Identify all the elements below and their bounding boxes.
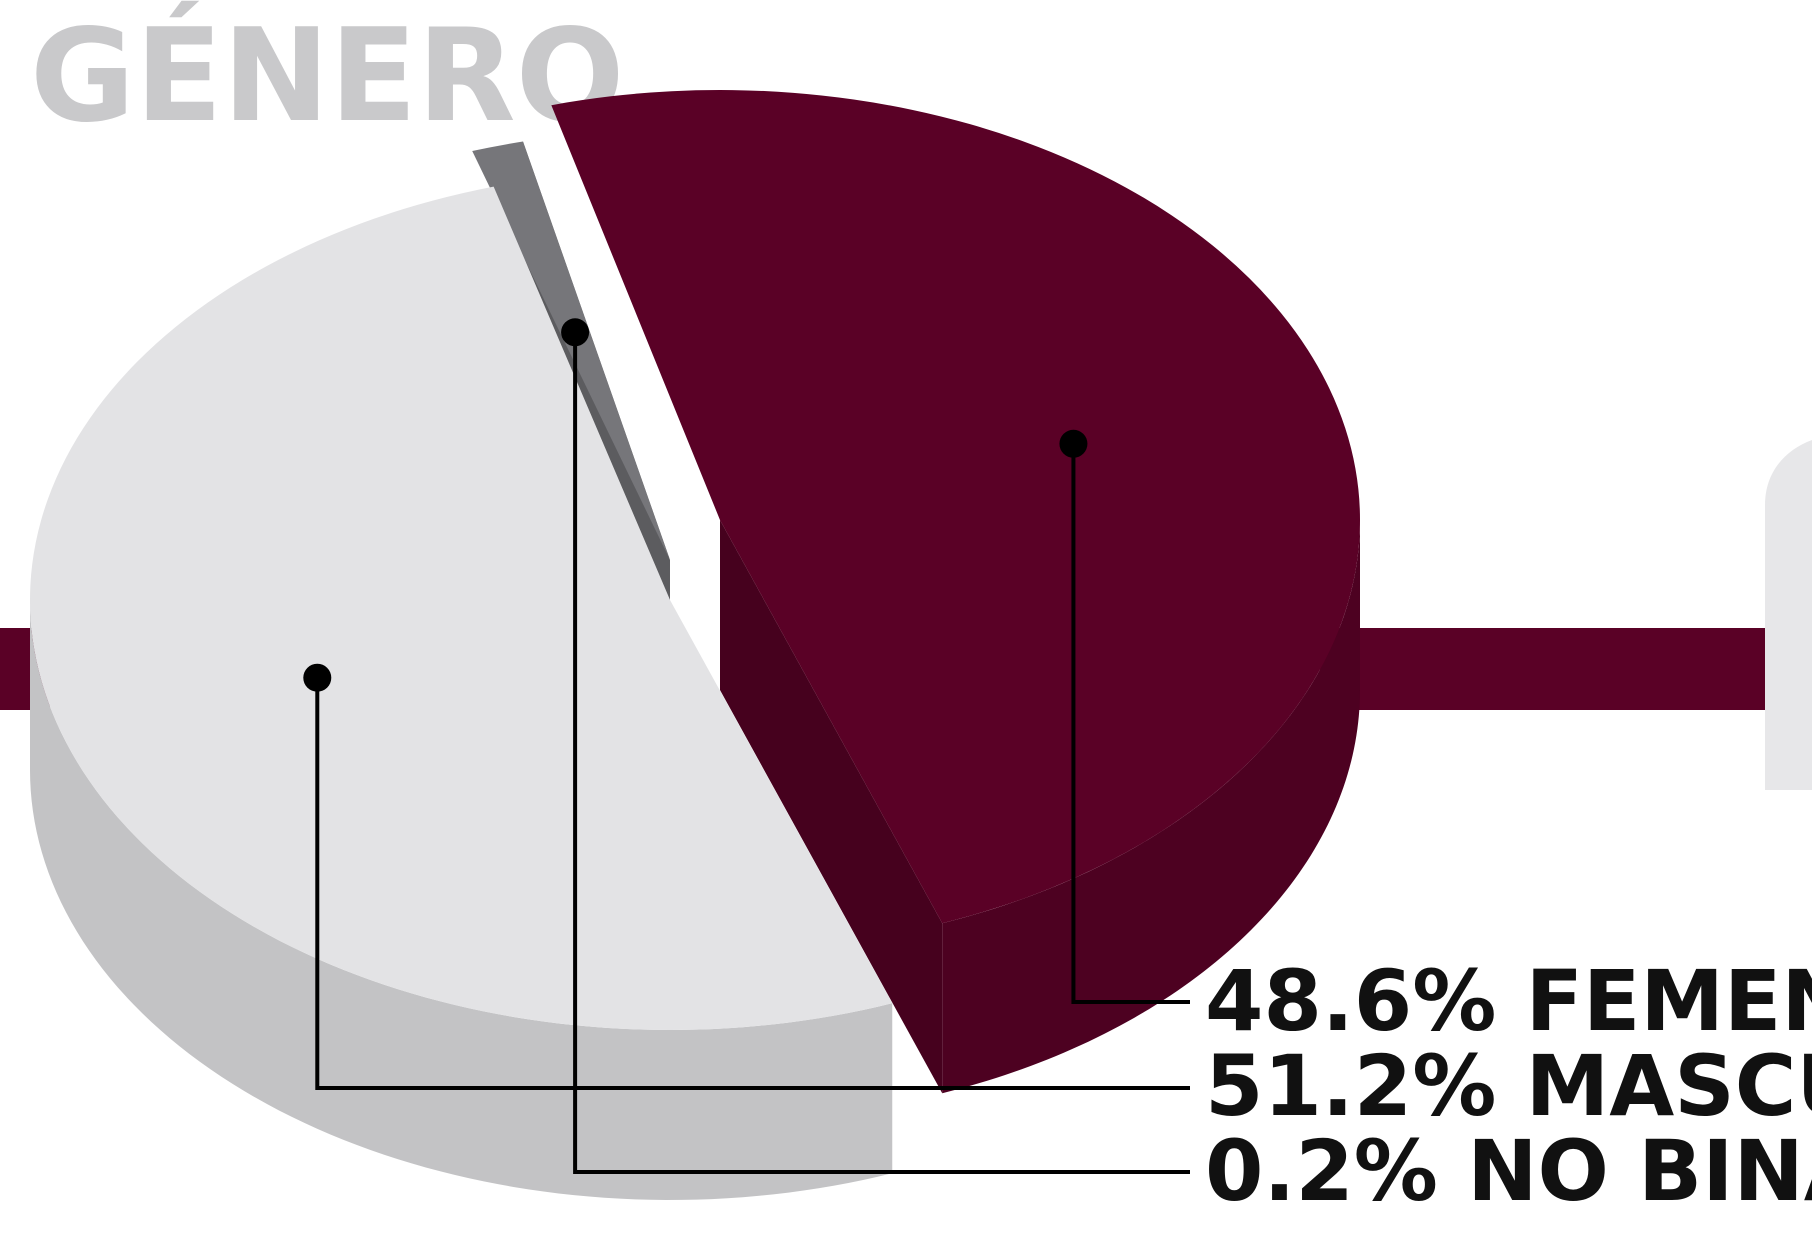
leader-line-femenina (1071, 443, 1190, 1004)
slice-side-femenina (942, 520, 1360, 1094)
slice-cut-femenina (720, 520, 943, 1094)
slice-masculino (30, 186, 893, 1030)
slice-label-no-binario: 0.2% NO BINARIO (1205, 1122, 1812, 1220)
slice-label-masculino: 51.2% MASCULINO (1205, 1037, 1812, 1135)
slice-side-masculino (30, 600, 893, 1200)
leader-dot-masculino (303, 663, 332, 692)
slice-label-femenina: 48.6% FEMENINA (1205, 952, 1812, 1050)
chart-title: GÉNERO (30, 1, 624, 151)
leader-lines: 48.6% FEMENINA51.2% MASCULINO0.2% NO BIN… (303, 318, 1812, 1220)
leader-dot-femenina (1059, 429, 1088, 458)
accent-band-right (1320, 628, 1812, 710)
leader-line-no-binario (573, 332, 1190, 1174)
slice-femenina (551, 89, 1361, 924)
leader-line-masculino (315, 677, 1190, 1090)
pie-group (30, 89, 1361, 1200)
slice-no-binario (472, 141, 670, 560)
leader-dot-no-binario (561, 318, 590, 347)
next-pie-edge (1765, 440, 1812, 790)
